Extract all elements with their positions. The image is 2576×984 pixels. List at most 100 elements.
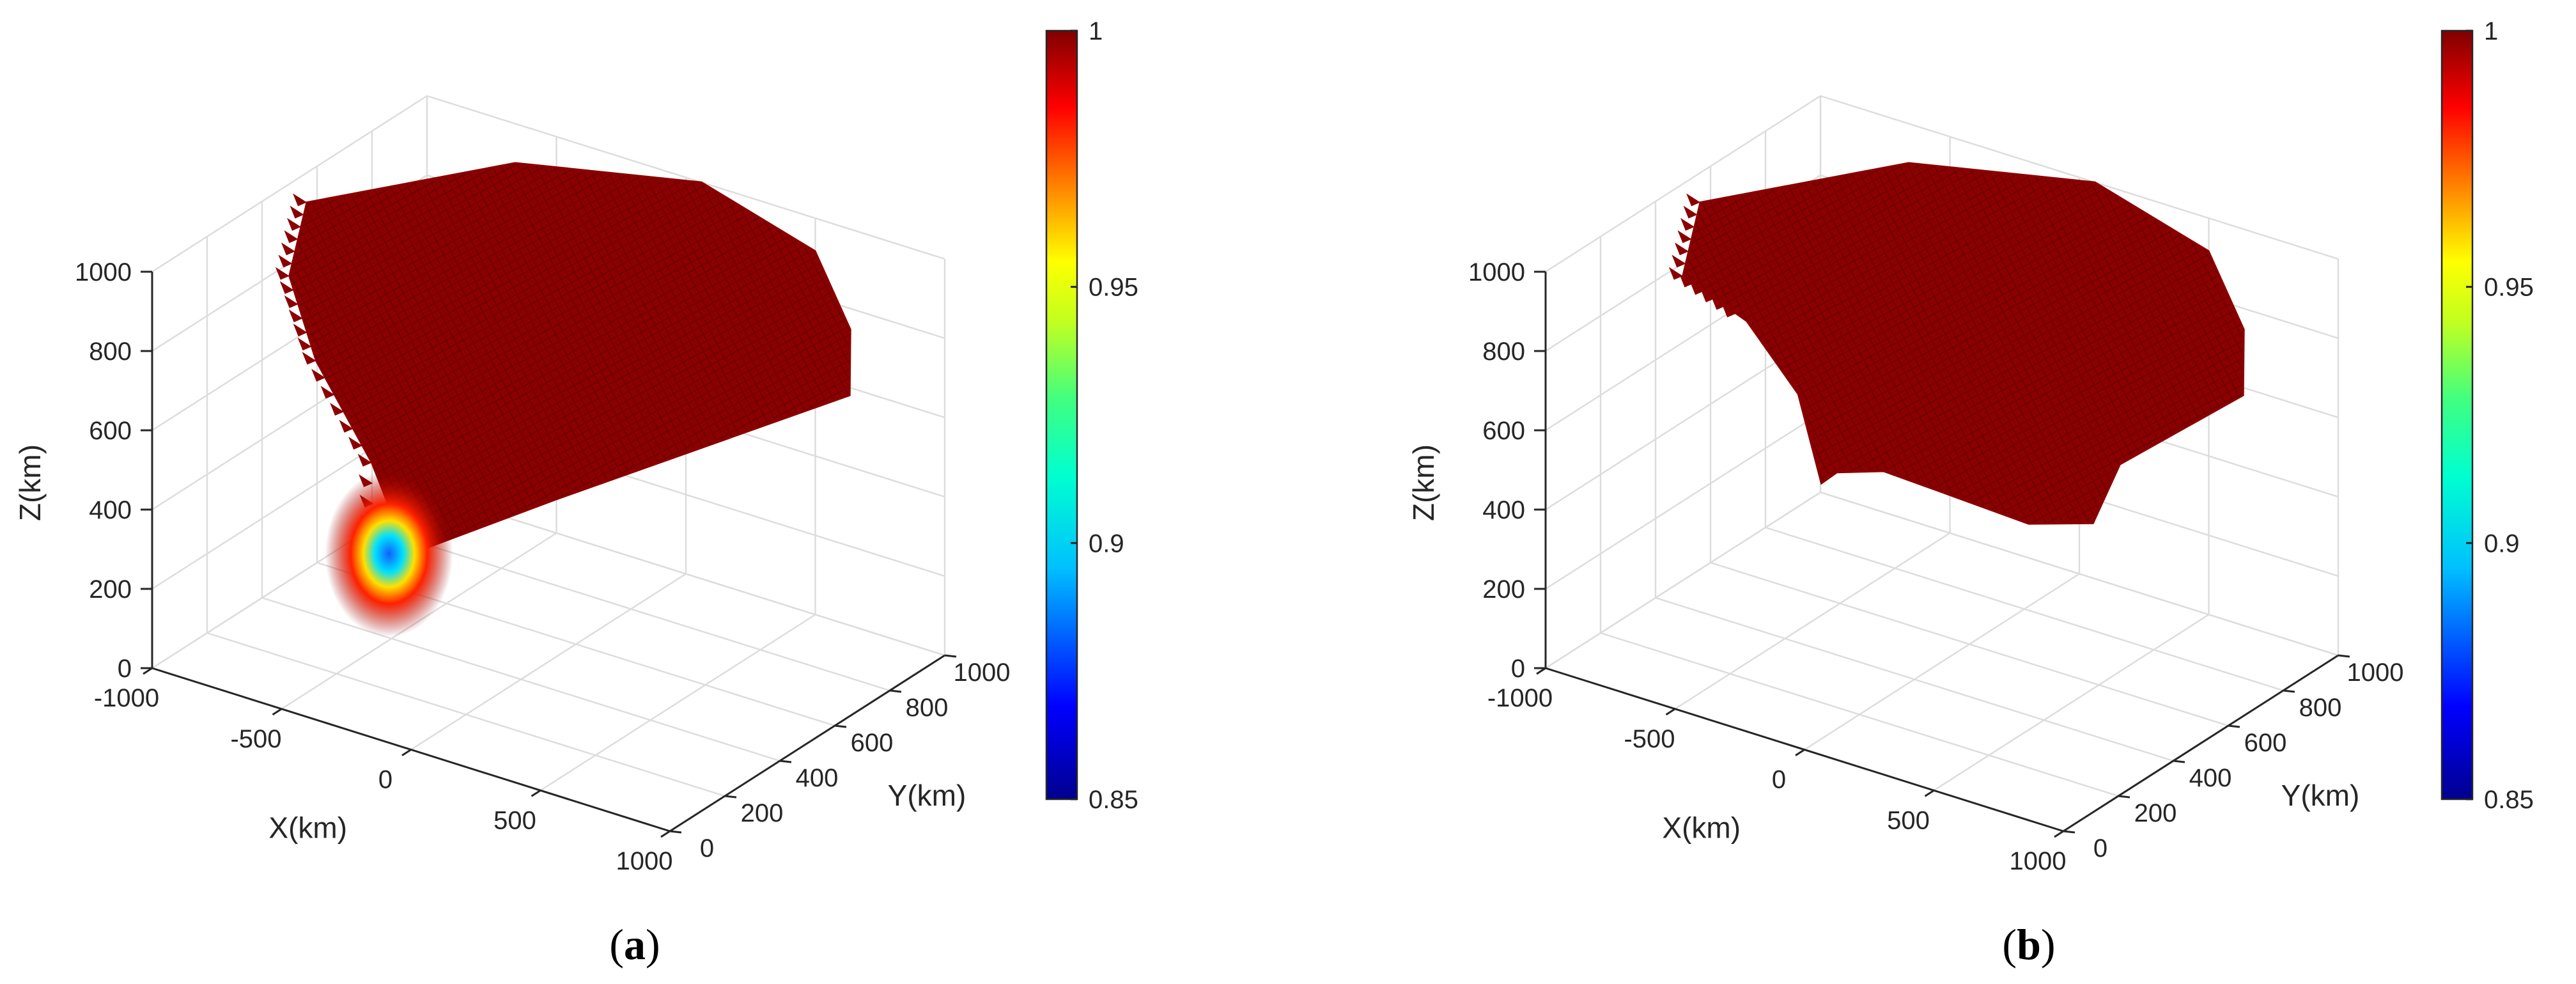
x-tick-mark bbox=[401, 749, 412, 756]
z-tick-label: 0 bbox=[118, 655, 132, 683]
surface-edge-tooth bbox=[290, 205, 304, 219]
z-tick-label: 1000 bbox=[1468, 258, 1525, 286]
y-tick-mark bbox=[2283, 689, 2295, 693]
x-tick-mark bbox=[531, 789, 541, 797]
backwall-gridline bbox=[1820, 491, 2339, 657]
x-tick-label: -500 bbox=[230, 725, 281, 753]
surface-edge-tooth bbox=[1668, 267, 1683, 280]
surface-edge-tooth bbox=[1672, 254, 1686, 268]
colorbar-tick-label: 0.9 bbox=[2484, 529, 2520, 558]
x-tick-mark bbox=[272, 708, 283, 716]
leftwall-gridline bbox=[1545, 491, 1821, 669]
surface-edge-tooth bbox=[284, 230, 299, 244]
colorbar-tick-label: 0.85 bbox=[1089, 786, 1138, 814]
leftwall-gridline bbox=[1545, 95, 1821, 273]
colorbar-tick-label: 1 bbox=[2484, 17, 2498, 45]
floor-gridline bbox=[1933, 614, 2210, 792]
y-tick-mark bbox=[2118, 795, 2130, 799]
z-tick-label: 200 bbox=[1482, 575, 1525, 604]
y-axis-line bbox=[2063, 654, 2339, 832]
y-tick-label: 600 bbox=[2244, 729, 2287, 757]
floor-gridline bbox=[1710, 561, 2229, 727]
x-tick-label: 500 bbox=[493, 806, 536, 834]
y-axis-label: Y(km) bbox=[888, 779, 966, 812]
surface-edge-tooth bbox=[1677, 230, 1692, 244]
colorbar-tick-label: 0.95 bbox=[1089, 274, 1138, 302]
x-axis-label: X(km) bbox=[268, 811, 347, 845]
colorbar-frame bbox=[1045, 29, 1078, 800]
caption-a: (a) bbox=[609, 920, 660, 969]
floor-gridline bbox=[1804, 573, 2080, 751]
surface-edge-tooth bbox=[1711, 297, 1726, 310]
surface-edge-tooth bbox=[1683, 205, 1698, 219]
surface-low-value-region bbox=[325, 471, 453, 637]
backwall-gridline bbox=[426, 491, 945, 657]
y-tick-mark bbox=[2173, 760, 2185, 763]
surface-edge-tooth bbox=[339, 419, 353, 433]
colorbar: 0.85 0.9 0.95 1 bbox=[2440, 17, 2534, 814]
y-tick-label: 800 bbox=[2299, 694, 2342, 722]
surface-edge-tooth bbox=[279, 281, 294, 294]
floor-gridline bbox=[261, 597, 780, 762]
z-tick-label: 600 bbox=[1482, 417, 1525, 445]
floor-gridline bbox=[1765, 526, 2284, 692]
y-tick-mark bbox=[944, 654, 957, 658]
x-tick-label: 1000 bbox=[2010, 847, 2067, 875]
x-tick-mark bbox=[660, 830, 671, 838]
y-tick-label: 0 bbox=[2093, 834, 2107, 863]
leftwall-gridline bbox=[1545, 412, 1821, 590]
leftwall-gridline bbox=[151, 95, 428, 273]
z-tick-label: 400 bbox=[89, 496, 132, 524]
y-tick-mark bbox=[669, 830, 682, 834]
colorbar-tick-label: 0.95 bbox=[2484, 274, 2534, 302]
floor-gridline bbox=[410, 573, 687, 751]
floor-gridline bbox=[1655, 597, 2174, 762]
surface-edge-tooth bbox=[281, 242, 295, 256]
surface-edge-tooth bbox=[320, 386, 335, 399]
surface-edge-tooth bbox=[1700, 289, 1715, 302]
surface-edge-tooth bbox=[1690, 282, 1705, 295]
floor-gridline bbox=[1600, 632, 2119, 797]
x-tick-label: 0 bbox=[378, 766, 392, 794]
y-tick-label: 200 bbox=[2134, 799, 2177, 827]
colorbar-tick-label: 0.9 bbox=[1089, 529, 1124, 558]
z-tick-label: 800 bbox=[89, 338, 132, 366]
surface bbox=[1682, 162, 2245, 525]
y-tick-label: 400 bbox=[796, 764, 839, 792]
surface-edge-tooth bbox=[348, 437, 363, 450]
y-tick-label: 1000 bbox=[954, 659, 1011, 687]
surface-edge-tooth bbox=[1680, 217, 1695, 231]
y-tick-label: 600 bbox=[851, 729, 894, 757]
x-tick-label: -1000 bbox=[1487, 684, 1553, 712]
surface-edge-tooth bbox=[287, 217, 301, 231]
y-tick-mark bbox=[889, 689, 902, 693]
y-axis-line bbox=[669, 654, 945, 832]
z-axis-label: Z(km) bbox=[1407, 444, 1440, 521]
backwall-gridline bbox=[1820, 95, 2339, 260]
x-tick-mark bbox=[2054, 830, 2064, 838]
y-tick-label: 200 bbox=[741, 799, 784, 827]
x-axis-label: X(km) bbox=[1662, 811, 1741, 845]
x-tick-label: 1000 bbox=[616, 847, 673, 875]
surface-edge-tooth bbox=[293, 193, 307, 207]
x-tick-mark bbox=[1924, 789, 1935, 797]
colorbar-tick-label: 1 bbox=[1089, 17, 1103, 45]
z-tick-label: 600 bbox=[89, 417, 132, 445]
caption-b: (b) bbox=[2002, 920, 2055, 969]
y-axis-label: Y(km) bbox=[2281, 779, 2360, 812]
x-tick-label: -1000 bbox=[94, 684, 159, 712]
y-tick-mark bbox=[834, 724, 847, 728]
z-tick-label: 800 bbox=[1482, 338, 1525, 366]
z-tick-label: 200 bbox=[89, 575, 132, 604]
y-tick-mark bbox=[2063, 830, 2076, 834]
floor-gridline bbox=[1674, 532, 1951, 710]
colorbar-tick-label: 0.85 bbox=[2484, 786, 2534, 814]
z-axis-label: Z(km) bbox=[13, 444, 47, 521]
x-tick-label: -500 bbox=[1624, 725, 1675, 753]
y-tick-label: 0 bbox=[700, 834, 714, 863]
surface-edge-tooth bbox=[1679, 274, 1694, 288]
surface-edge-tooth bbox=[275, 267, 290, 280]
z-tick-label: 1000 bbox=[75, 258, 132, 286]
